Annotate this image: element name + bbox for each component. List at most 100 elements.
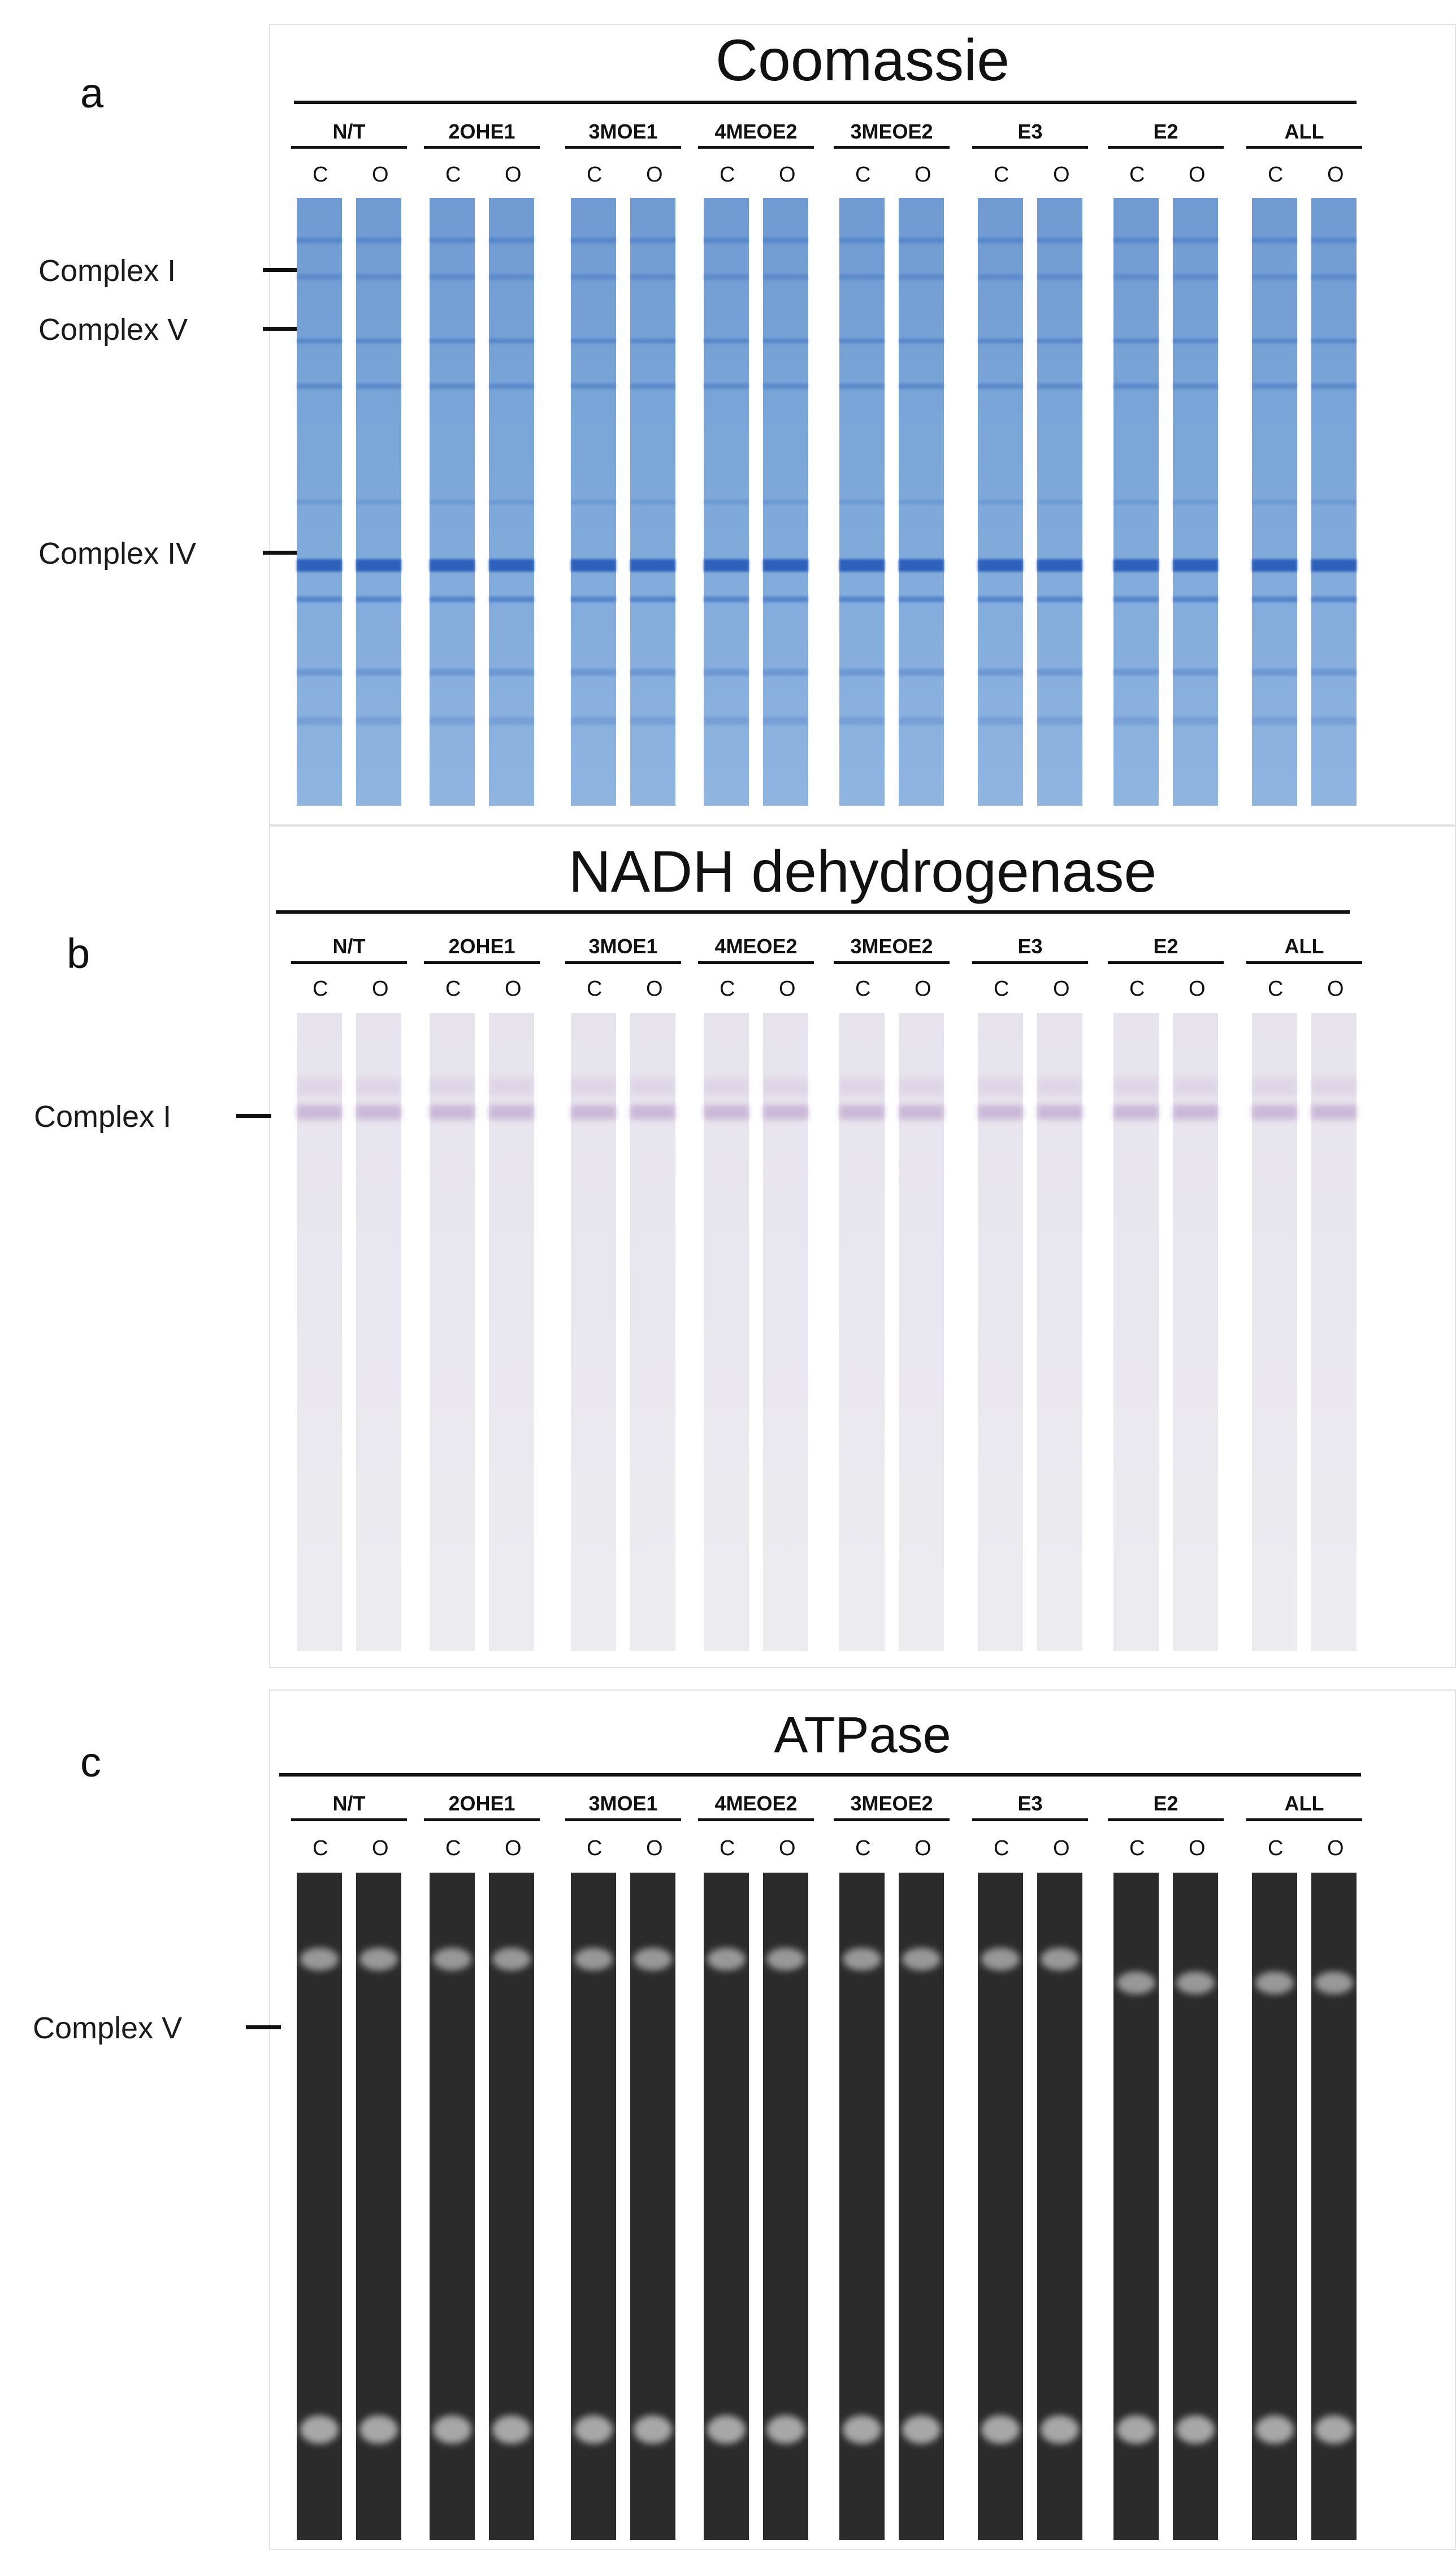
gel-band	[902, 2415, 941, 2444]
group-rule	[1246, 961, 1362, 964]
gel-band	[1173, 383, 1218, 390]
gel-band	[1037, 559, 1082, 572]
gel-band	[1252, 338, 1297, 343]
group-label: ALL	[1284, 935, 1324, 958]
gel-band	[1113, 274, 1159, 280]
panel-frame	[269, 24, 1456, 825]
gel-band	[571, 383, 616, 390]
gel-band	[1037, 338, 1082, 343]
group-rule	[565, 146, 681, 149]
group-rule	[291, 146, 407, 149]
gel-band	[1311, 668, 1357, 676]
lane-label: C	[587, 1836, 603, 1860]
group-label: 2OHE1	[448, 935, 515, 958]
lane-label: C	[994, 977, 1009, 1001]
group-label: N/T	[332, 120, 366, 143]
gel-lane	[356, 1873, 401, 2540]
marker-label: Complex I	[38, 254, 176, 288]
gel-band	[839, 668, 885, 676]
gel-band	[571, 237, 616, 244]
gel-lane	[1113, 1873, 1159, 2540]
gel-band	[1252, 1078, 1297, 1095]
gel-band	[489, 668, 534, 676]
lane-label: C	[720, 163, 735, 187]
gel-band	[489, 274, 534, 280]
lane-label: C	[587, 977, 603, 1001]
panel-letter: a	[80, 70, 104, 116]
panel-atpase: ATPase c Complex V N/T C O 2OHE1 C O 3MOE1 C O 4M…	[0, 1674, 1456, 2550]
gel-band	[433, 2415, 471, 2444]
gel-band	[1037, 668, 1082, 676]
gel-band	[978, 499, 1023, 504]
gel-band	[1113, 237, 1159, 244]
group-label: E3	[1017, 935, 1043, 958]
marker-label: Complex V	[33, 2011, 183, 2045]
lane-label: O	[915, 1836, 931, 1860]
gel-band	[1037, 716, 1082, 725]
gel-band	[1173, 499, 1218, 504]
gel-lane	[489, 1873, 534, 2540]
gel-lane	[1113, 198, 1159, 806]
gel-band	[763, 716, 808, 725]
group-label: 3MOE1	[588, 1792, 658, 1815]
group-rule	[565, 961, 681, 964]
gel-band	[839, 338, 885, 343]
lane-label: C	[587, 163, 603, 187]
panel-title: NADH dehydrogenase	[568, 839, 1157, 905]
marker-label: Complex I	[34, 1100, 172, 1134]
gel-lane	[630, 1873, 675, 2540]
gel-band	[1117, 2415, 1155, 2444]
gel-band	[356, 499, 401, 504]
gel-band	[1176, 2415, 1215, 2444]
gel-band	[356, 668, 401, 676]
gel-lane	[297, 1873, 342, 2540]
gel-band	[1311, 499, 1357, 504]
gel-band	[704, 237, 749, 244]
gel-lane	[839, 198, 885, 806]
gel-band	[763, 338, 808, 343]
gel-band	[1252, 668, 1297, 676]
gel-band	[839, 596, 885, 602]
group-label: 3MEOE2	[850, 935, 933, 958]
gel-band	[359, 2415, 398, 2444]
gel-band	[430, 716, 475, 725]
gel-band	[630, 499, 675, 504]
group-label: 2OHE1	[448, 1792, 515, 1815]
gel-lane	[297, 198, 342, 806]
gel-lane	[571, 1013, 616, 1651]
gel-band	[1311, 596, 1357, 602]
gel-band	[630, 1104, 675, 1120]
gel-band	[899, 596, 944, 602]
gel-band	[839, 274, 885, 280]
group-rule	[1246, 1818, 1362, 1821]
gel-band	[571, 1078, 616, 1095]
gel-band	[899, 237, 944, 244]
gel-band	[297, 596, 342, 602]
gel-band	[1176, 1971, 1215, 1994]
lane-label: C	[1268, 977, 1284, 1001]
gel-band	[489, 1078, 534, 1095]
group-label: E2	[1153, 120, 1178, 143]
gel-lane	[430, 1013, 475, 1651]
gel-band	[766, 2415, 805, 2444]
gel-lane	[297, 1013, 342, 1651]
gel-lane	[1252, 1013, 1297, 1651]
lane-label: O	[1327, 977, 1344, 1001]
panel-frame	[269, 1689, 1456, 2550]
group-label: ALL	[1284, 120, 1324, 143]
group-rule	[834, 961, 950, 964]
lane-label: C	[1129, 163, 1145, 187]
gel-band	[763, 596, 808, 602]
group-rule	[1108, 961, 1224, 964]
lane-label: C	[445, 977, 461, 1001]
gel-lane	[839, 1873, 885, 2540]
gel-band	[1037, 237, 1082, 244]
lane-label: C	[1268, 1836, 1284, 1860]
gel-band	[839, 237, 885, 244]
gel-band	[574, 1948, 613, 1971]
gel-lane	[1037, 1013, 1082, 1651]
lane-label: O	[1189, 1836, 1206, 1860]
gel-band	[489, 1104, 534, 1120]
gel-band	[492, 1948, 531, 1971]
gel-band	[430, 559, 475, 572]
